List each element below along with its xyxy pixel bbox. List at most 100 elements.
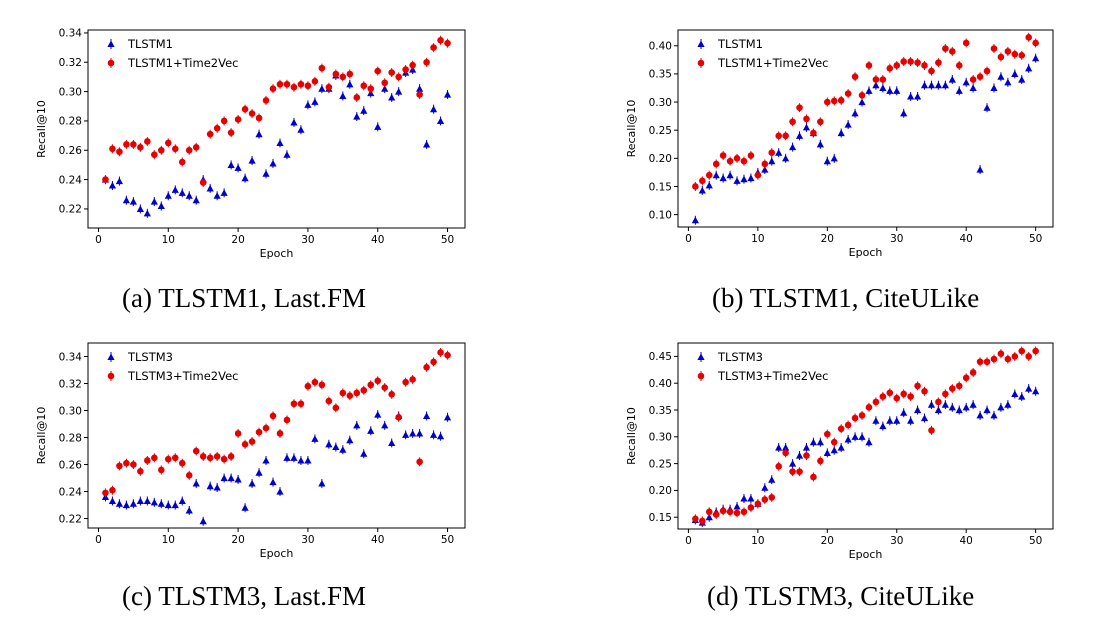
data-point [865, 438, 873, 446]
data-point [865, 404, 873, 411]
legend-marker [107, 59, 115, 67]
data-point [290, 118, 298, 126]
data-point [969, 401, 977, 408]
data-point [290, 83, 298, 91]
data-point [346, 436, 354, 444]
data-point [782, 443, 790, 451]
y-tick-label: 0.25 [649, 125, 672, 137]
data-point [851, 414, 859, 422]
data-point [360, 450, 368, 457]
data-point [116, 148, 123, 156]
data-point [346, 80, 354, 88]
data-point [886, 417, 894, 424]
data-point [928, 427, 935, 434]
data-point [942, 45, 949, 52]
data-point [1018, 347, 1026, 355]
data-point [1018, 75, 1026, 83]
data-point [332, 443, 340, 451]
data-point [775, 149, 783, 156]
data-point [269, 85, 277, 92]
data-point [1018, 52, 1026, 59]
data-point [137, 144, 144, 151]
data-point [914, 59, 921, 66]
data-point [1004, 48, 1012, 55]
y-tick-label: 0.32 [59, 378, 82, 390]
data-point [339, 389, 347, 397]
data-point [283, 151, 291, 158]
data-point [241, 504, 249, 511]
data-point [976, 411, 984, 419]
data-point [809, 438, 818, 446]
y-tick-label: 0.20 [649, 153, 672, 165]
data-point [900, 409, 908, 416]
data-point [740, 157, 748, 165]
data-point [872, 398, 880, 406]
data-point [360, 107, 368, 114]
data-point [858, 433, 866, 440]
data-point [381, 421, 389, 429]
data-point [754, 171, 762, 179]
data-point [429, 105, 438, 113]
y-tick-label: 0.26 [59, 459, 83, 471]
y-tick-label: 0.15 [649, 512, 672, 524]
data-point [234, 475, 242, 483]
data-point [691, 216, 699, 224]
data-point [740, 508, 748, 516]
caption-d: (d) TLSTM3, CiteULike [707, 581, 975, 611]
legend-marker [107, 372, 115, 380]
data-point [429, 431, 438, 438]
y-tick-label: 0.25 [649, 458, 672, 470]
data-point [220, 474, 228, 482]
data-point [443, 413, 452, 421]
data-point [935, 398, 942, 406]
data-point [151, 151, 158, 158]
y-tick-label: 0.40 [649, 41, 672, 53]
data-point [844, 90, 852, 97]
caption-c: (c) TLSTM3, Last.FM [122, 581, 366, 611]
legend-marker [107, 353, 115, 361]
data-point [844, 435, 852, 443]
data-point [879, 393, 887, 400]
data-point [886, 87, 894, 94]
data-point [920, 81, 929, 89]
legend-label: TLSTM3+Time2Vec [717, 369, 828, 383]
legend-label: TLSTM1+Time2Vec [717, 56, 828, 70]
data-point [837, 425, 845, 433]
series-0 [101, 65, 452, 218]
data-point [255, 114, 263, 122]
x-tick-label: 20 [821, 233, 834, 245]
data-point [143, 497, 151, 505]
data-point [962, 374, 970, 382]
data-point [262, 97, 270, 104]
data-point [754, 500, 762, 508]
data-point [353, 112, 361, 120]
data-point [1032, 39, 1039, 47]
y-tick-label: 0.40 [649, 378, 672, 390]
data-point [740, 494, 748, 502]
data-point [171, 454, 179, 462]
data-point [719, 507, 727, 515]
data-point [276, 139, 284, 146]
data-point [955, 406, 963, 414]
data-point [241, 105, 249, 113]
data-point [199, 179, 207, 186]
data-point [1025, 353, 1032, 360]
x-tick-label: 40 [371, 534, 384, 546]
data-point [416, 85, 424, 92]
data-point [955, 62, 963, 69]
data-point [699, 177, 706, 185]
data-point [297, 126, 305, 133]
data-point [423, 412, 431, 419]
legend-marker [107, 40, 115, 48]
data-point [346, 70, 354, 78]
data-point [123, 141, 130, 148]
data-point [844, 120, 852, 128]
data-point [920, 414, 929, 422]
data-point [388, 391, 395, 398]
data-point [423, 140, 431, 148]
data-point [893, 394, 901, 402]
data-point [206, 454, 214, 462]
data-point [1011, 353, 1019, 360]
data-point [109, 486, 116, 494]
data-point [712, 171, 720, 179]
